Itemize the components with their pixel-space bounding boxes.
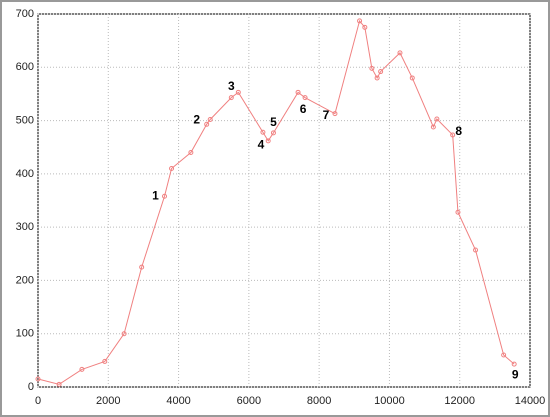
annotation: 5 xyxy=(270,115,277,129)
point xyxy=(450,132,456,138)
point xyxy=(56,381,62,387)
point xyxy=(332,111,338,117)
point xyxy=(357,18,363,24)
point xyxy=(430,124,436,130)
annotation: 3 xyxy=(228,79,235,93)
x-tick-label: 0 xyxy=(35,395,41,407)
point xyxy=(501,352,507,358)
y-tick-label: 500 xyxy=(16,114,34,126)
y-tick-label: 300 xyxy=(16,221,34,233)
point xyxy=(369,65,375,71)
x-tick-label: 4000 xyxy=(166,395,190,407)
point xyxy=(473,247,479,253)
x-tick-label: 12000 xyxy=(444,395,475,407)
point xyxy=(409,75,415,81)
point xyxy=(455,209,461,215)
x-tick-label: 6000 xyxy=(237,395,261,407)
point xyxy=(434,116,440,122)
point xyxy=(162,193,168,199)
annotation: 8 xyxy=(455,124,462,138)
annotation: 4 xyxy=(258,137,265,151)
point xyxy=(188,150,194,156)
y-tick-label: 400 xyxy=(16,168,34,180)
point xyxy=(207,117,213,123)
point xyxy=(265,138,271,144)
point xyxy=(35,376,41,382)
point xyxy=(121,331,127,337)
point xyxy=(235,89,241,95)
point xyxy=(378,69,384,75)
point xyxy=(374,75,380,81)
point xyxy=(511,361,517,367)
plot-area xyxy=(37,13,531,388)
point xyxy=(79,366,85,372)
point xyxy=(204,121,210,127)
y-tick-label: 600 xyxy=(16,61,34,73)
x-tick-label: 10000 xyxy=(374,395,405,407)
line xyxy=(37,19,515,385)
point xyxy=(260,129,266,135)
annotation: 6 xyxy=(300,102,307,116)
annotation: 9 xyxy=(512,367,519,381)
annotation: 7 xyxy=(323,108,330,122)
x-tick-label: 8000 xyxy=(307,395,331,407)
point xyxy=(397,50,403,56)
point xyxy=(102,358,108,364)
point xyxy=(228,95,234,101)
x-tick-label: 14000 xyxy=(515,395,546,407)
y-tick-label: 100 xyxy=(16,328,34,340)
point xyxy=(139,264,145,270)
point xyxy=(302,95,308,101)
point xyxy=(270,130,276,136)
annotation: 2 xyxy=(193,112,200,126)
x-tick-label: 2000 xyxy=(96,395,120,407)
y-tick-label: 700 xyxy=(16,8,34,20)
point xyxy=(362,24,368,30)
point xyxy=(295,89,301,95)
y-tick-label: 0 xyxy=(28,381,34,393)
y-tick-label: 200 xyxy=(16,274,34,286)
point xyxy=(169,166,175,172)
annotation: 1 xyxy=(152,188,159,202)
